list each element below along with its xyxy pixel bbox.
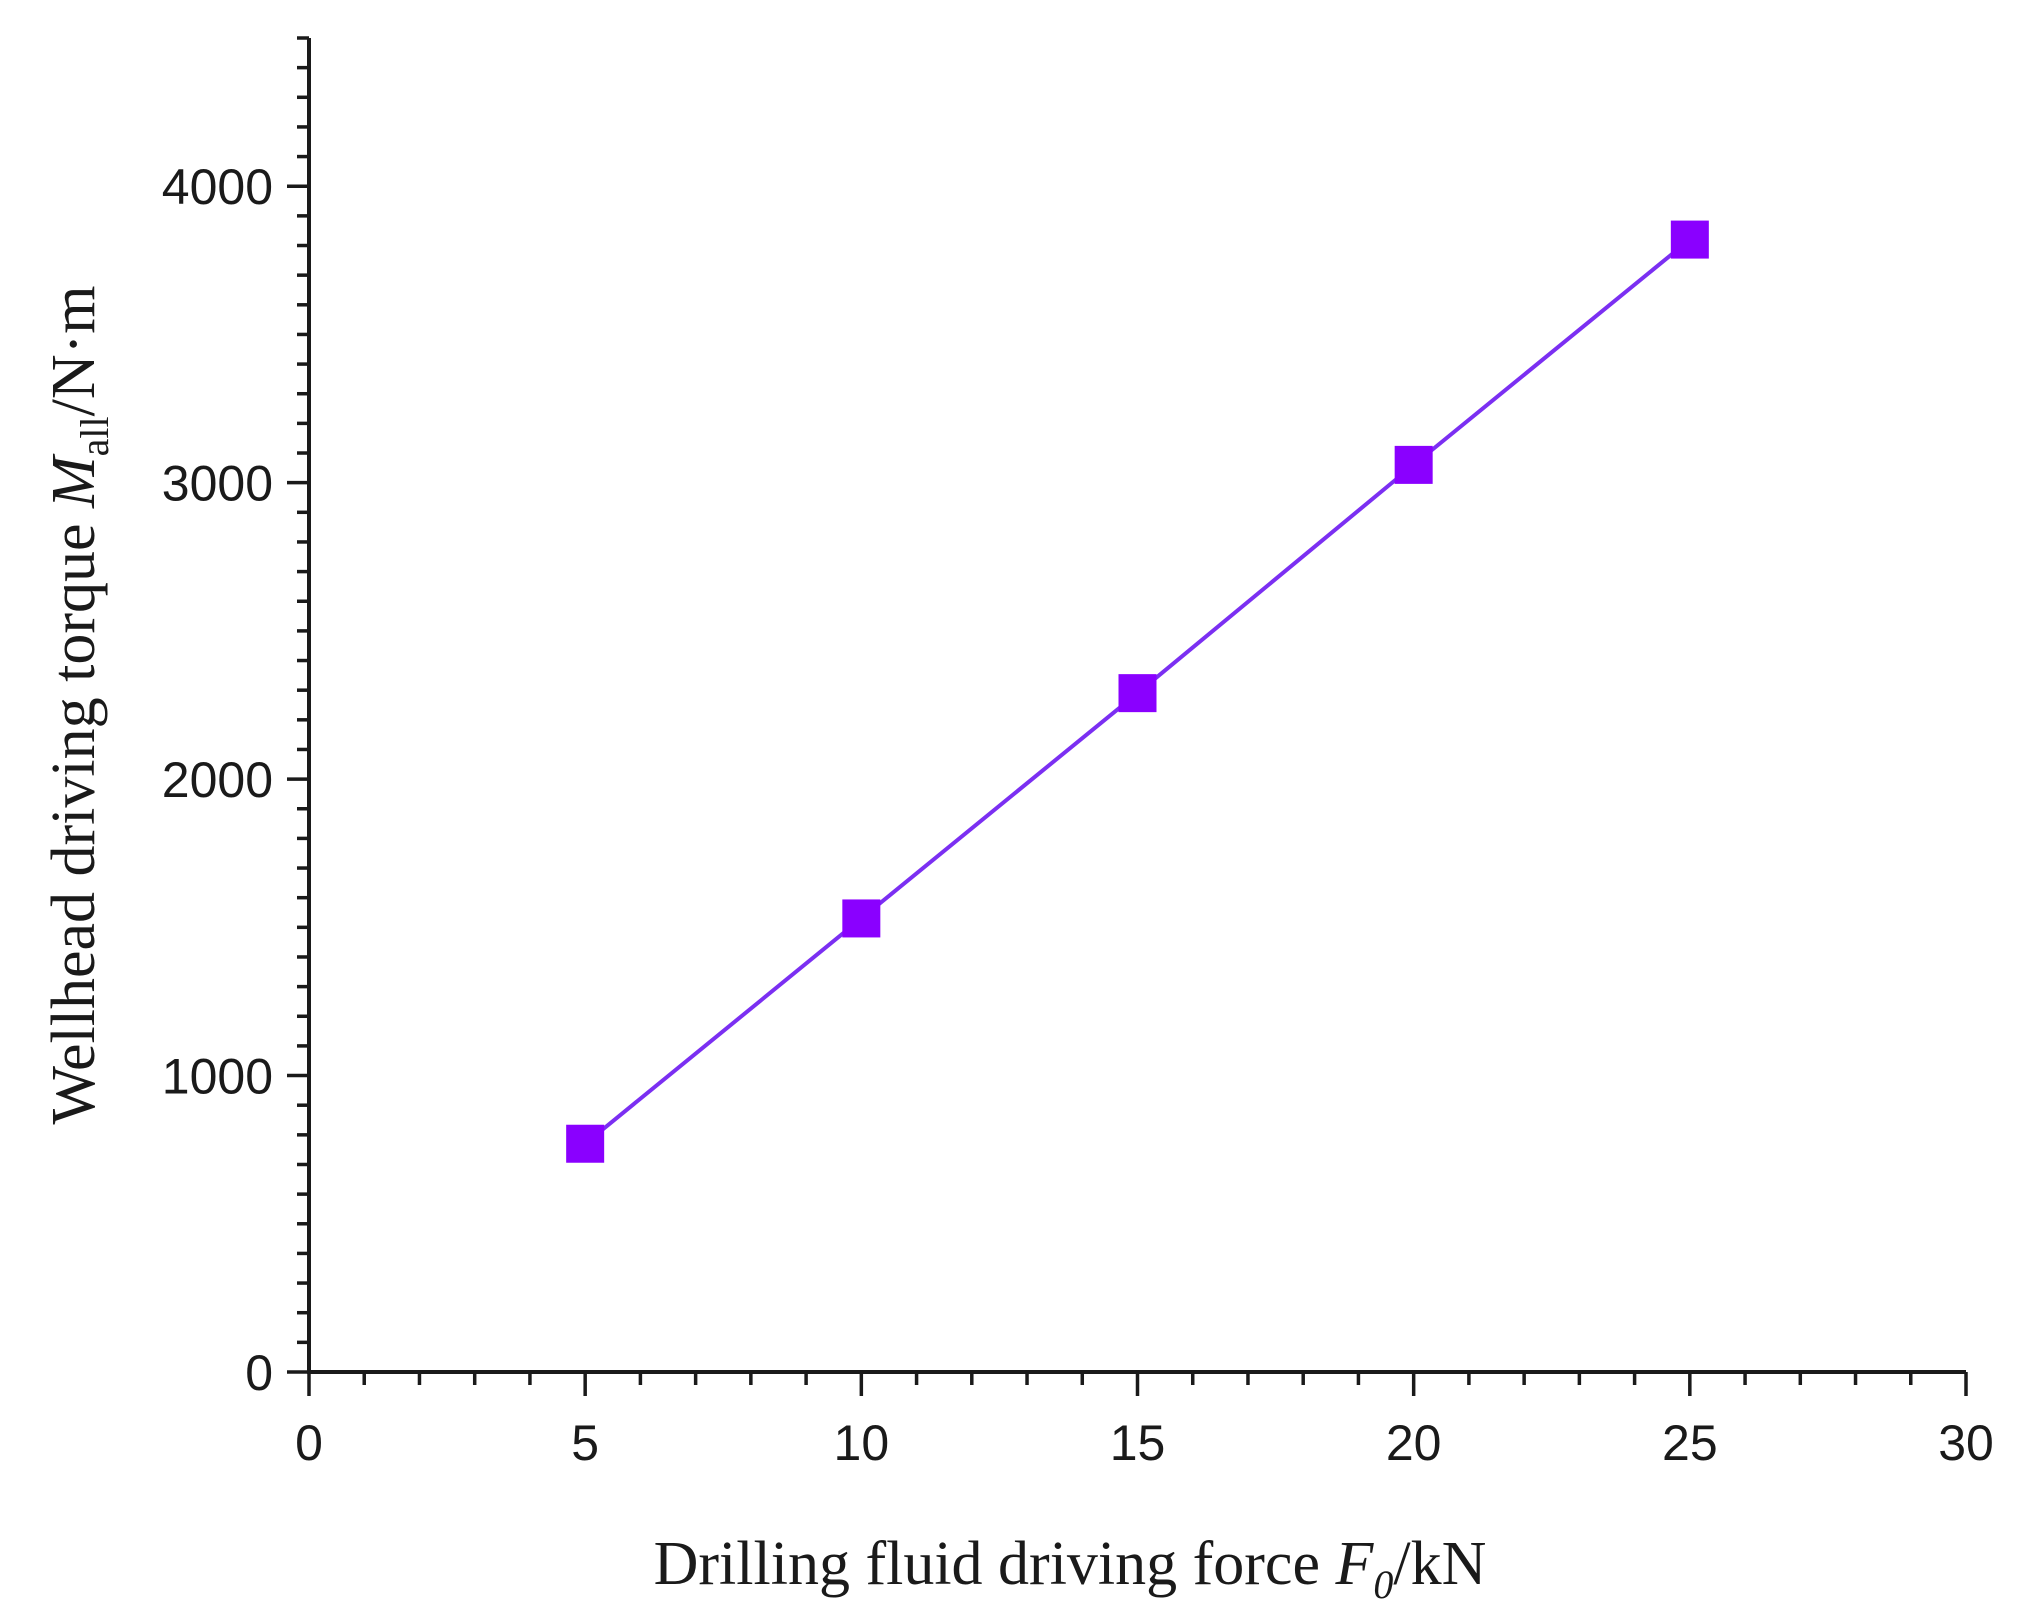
x-axis-label-subscript: 0 [1373, 1562, 1393, 1607]
y-tick-label: 0 [245, 1345, 273, 1401]
y-axis-label-unit: /N·m [40, 285, 108, 416]
data-point-marker [842, 899, 881, 938]
y-axis-ticks [287, 36, 309, 1374]
data-point-marker [1118, 674, 1157, 713]
y-axis-tick-labels: 0 1000 2000 3000 4000 [162, 159, 273, 1401]
x-tick-label: 5 [571, 1415, 599, 1471]
x-axis-label-symbol: F [1334, 1530, 1374, 1598]
y-tick-label: 2000 [162, 752, 273, 808]
x-axis-label: Drilling fluid driving force F0/kN [654, 1530, 1487, 1607]
y-axis-label-subscript: all [72, 416, 117, 456]
y-axis-label-symbol: M [40, 453, 108, 509]
y-axis-label: Wellhead driving torque Mall/N·m [40, 285, 117, 1124]
x-tick-label: 25 [1662, 1415, 1718, 1471]
plot-series [566, 220, 1709, 1163]
y-axis-label-text: Wellhead driving torque [40, 508, 108, 1125]
x-tick-label: 0 [295, 1415, 323, 1471]
x-tick-label: 30 [1938, 1415, 1994, 1471]
axes-frame [307, 38, 1966, 1374]
data-point-marker [1394, 445, 1433, 484]
data-point-marker [1670, 220, 1709, 259]
x-axis-label-text: Drilling fluid driving force [654, 1530, 1336, 1598]
data-point-marker [566, 1124, 605, 1163]
x-axis-tick-labels: 0 5 10 15 20 25 30 [295, 1415, 1994, 1471]
x-tick-label: 15 [1110, 1415, 1166, 1471]
y-tick-label: 4000 [162, 159, 273, 215]
x-axis-label-unit: /kN [1393, 1530, 1486, 1598]
x-tick-label: 20 [1386, 1415, 1442, 1471]
y-tick-label: 1000 [162, 1049, 273, 1105]
y-tick-label: 3000 [162, 456, 273, 512]
x-axis-ticks [307, 1372, 1968, 1396]
x-tick-label: 10 [834, 1415, 890, 1471]
